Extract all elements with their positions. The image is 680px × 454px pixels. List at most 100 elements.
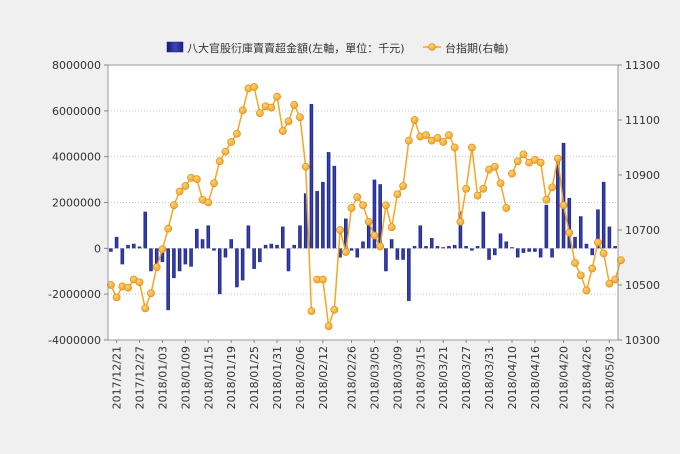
- bar: [550, 248, 554, 258]
- bar: [177, 248, 182, 272]
- line-point: [181, 182, 190, 190]
- bar: [613, 246, 617, 249]
- line-point: [462, 184, 471, 193]
- line-point: [364, 217, 373, 226]
- line-point: [318, 275, 327, 284]
- right-tick-label: 10500: [625, 279, 660, 292]
- bar: [578, 216, 583, 249]
- line-point: [576, 271, 585, 280]
- line-point: [353, 193, 362, 201]
- line-point: [439, 138, 448, 146]
- bar: [429, 238, 434, 249]
- line-point: [616, 256, 625, 265]
- bar: [149, 248, 153, 272]
- left-tick-label: -4000000: [48, 334, 101, 347]
- legend-line-label: 台指期(右軸): [445, 41, 509, 55]
- left-tick-label: 0: [94, 242, 101, 255]
- line-point: [370, 231, 379, 240]
- x-axis: 2017/12/21 2017/12/27 2018/01/03 2018/01/09…: [111, 340, 616, 409]
- bar: [217, 248, 222, 295]
- bar: [372, 179, 377, 249]
- line-point: [582, 286, 591, 295]
- line-point: [588, 264, 597, 273]
- x-tick-label: 2018/01/15: [202, 346, 215, 409]
- bar: [235, 248, 239, 288]
- line-point: [542, 195, 551, 204]
- line-point: [450, 143, 459, 152]
- bar: [584, 243, 589, 249]
- line-point: [215, 157, 224, 166]
- line-point: [359, 201, 367, 210]
- bar: [286, 248, 291, 272]
- line-point: [290, 100, 299, 109]
- bar: [464, 246, 468, 249]
- line-point: [250, 83, 259, 91]
- right-tick-label: 10900: [625, 169, 660, 182]
- line-point: [422, 131, 430, 140]
- line-point: [147, 289, 155, 298]
- line-point: [490, 162, 499, 171]
- bar: [246, 225, 251, 249]
- bar: [332, 165, 337, 249]
- bar: [487, 248, 491, 260]
- bar: [292, 244, 297, 249]
- line-point: [382, 201, 390, 210]
- x-tick-label: 2018/03/15: [414, 346, 427, 409]
- bar: [309, 103, 314, 249]
- line-point: [387, 223, 396, 232]
- bar: [189, 248, 193, 267]
- line-point: [164, 224, 173, 233]
- bar: [349, 248, 354, 251]
- bar: [321, 181, 325, 249]
- line-point: [519, 150, 528, 159]
- bar: [223, 248, 228, 258]
- line-point: [508, 169, 516, 178]
- x-tick-label: 2017/12/21: [111, 346, 124, 409]
- bar: [498, 233, 503, 249]
- bar: [441, 247, 446, 249]
- line-point: [301, 162, 310, 171]
- bar: [229, 239, 233, 249]
- legend-line-marker: [428, 43, 436, 51]
- line-point: [473, 191, 482, 200]
- bar: [601, 181, 606, 249]
- bar: [361, 241, 365, 249]
- x-tick-label: 2018/02/06: [294, 346, 307, 409]
- x-tick-label: 2018/03/21: [437, 346, 450, 409]
- bar: [556, 161, 560, 249]
- x-tick-label: 2018/02/12: [317, 346, 330, 409]
- line-point: [376, 242, 385, 251]
- bar: [510, 247, 514, 249]
- x-tick-label: 2018/04/26: [580, 346, 593, 409]
- line-point: [152, 263, 161, 272]
- line-point: [175, 187, 184, 196]
- bar: [252, 248, 256, 269]
- line-point: [611, 275, 620, 284]
- bar: [366, 220, 371, 249]
- x-tick-label: 2018/04/10: [506, 346, 519, 409]
- legend-bar-label: 八大官股衍庫賣賣超金額(左軸，單位：千元): [187, 41, 405, 55]
- line-point: [594, 238, 602, 247]
- bar: [533, 248, 537, 252]
- line-point: [548, 183, 557, 192]
- bar: [527, 248, 531, 252]
- x-tick-label: 2018/03/09: [391, 346, 404, 409]
- left-tick-label: 2000000: [52, 197, 101, 210]
- line-point: [479, 184, 488, 193]
- line-point: [341, 248, 350, 256]
- line-point: [456, 217, 465, 226]
- legend-bar-swatch: [166, 41, 184, 53]
- bar: [269, 243, 274, 249]
- line-point: [141, 304, 150, 313]
- line-point: [410, 116, 419, 124]
- bar: [172, 248, 176, 279]
- line-point: [445, 131, 453, 140]
- x-tick-label: 2018/01/09: [179, 346, 192, 409]
- bar: [424, 246, 428, 249]
- bar: [435, 246, 440, 249]
- bar: [120, 248, 125, 265]
- bar: [200, 239, 205, 249]
- bar: [596, 209, 600, 249]
- line-point: [273, 92, 281, 101]
- line-point: [559, 201, 568, 210]
